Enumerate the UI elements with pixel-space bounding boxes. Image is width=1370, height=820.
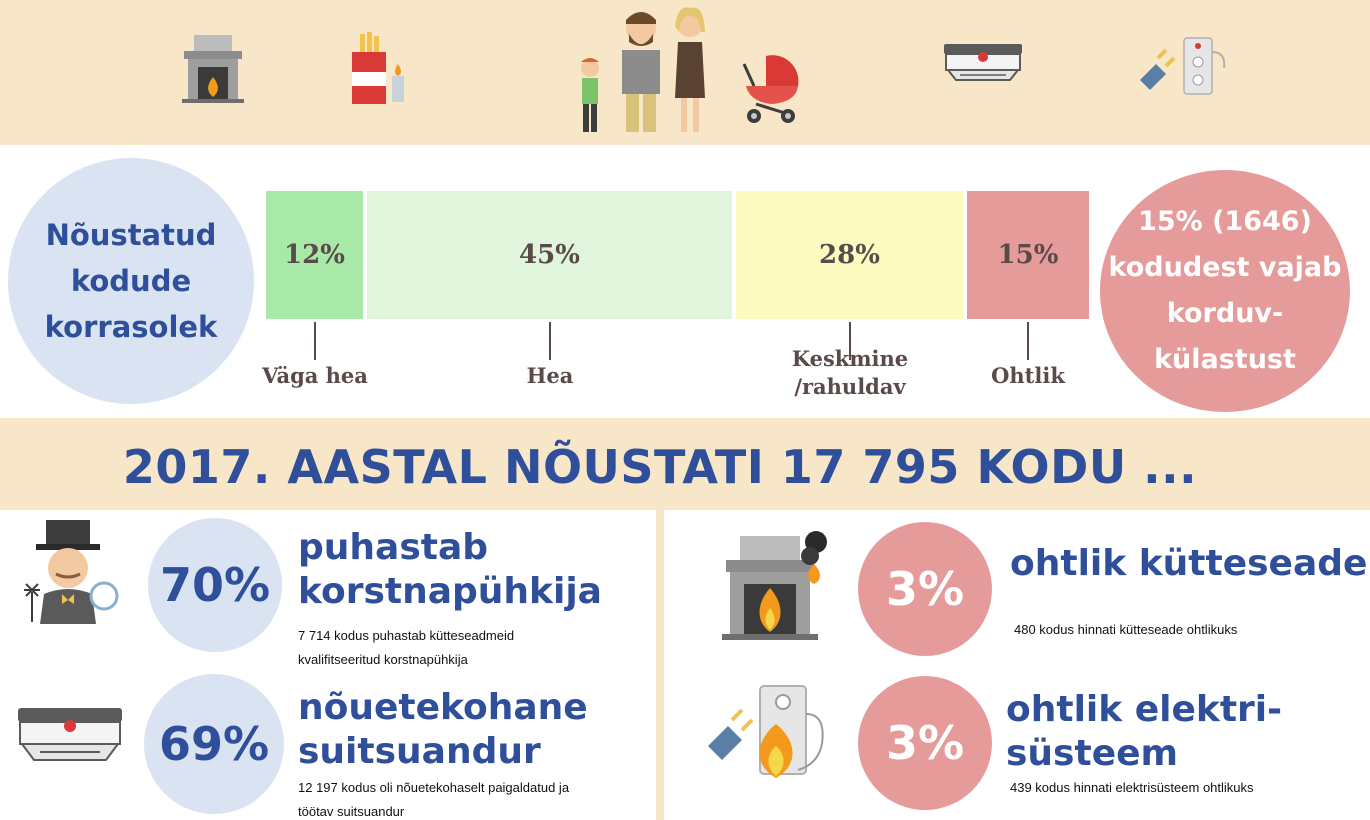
stat-title: ohtlik elektri- süsteem (1006, 688, 1282, 776)
cigarettes-lighter-icon (352, 32, 404, 104)
revisit-needed-circle: 15% (1646) kodudest vajab korduv- külast… (1100, 170, 1350, 412)
stat-title: nõuetekohane suitsuandur (298, 686, 588, 774)
left-circle-line: korrasolek (44, 310, 218, 344)
right-circle-line: korduv- (1166, 298, 1284, 329)
stat-description: 439 kodus hinnati elektrisüsteem ohtliku… (1010, 776, 1254, 800)
bar-segment: 45% (367, 191, 732, 319)
left-circle-line: kodude (70, 264, 192, 298)
stat-description: 12 197 kodus oli nõuetekohaselt paigalda… (298, 776, 569, 820)
category-label: Hea (470, 362, 630, 390)
column-divider (656, 510, 664, 820)
right-circle-line: 15% (1646) (1138, 206, 1312, 237)
stat-description-line: kvalifitseeritud korstnapühkija (298, 652, 468, 667)
category-label-line: /rahuldav (794, 374, 906, 399)
advised-homes-condition-circle: Nõustatud kodude korrasolek (8, 158, 254, 404)
stat-description: 7 714 kodus puhastab kütteseadmeid kvali… (298, 624, 514, 672)
category-label: Keskmine/rahuldav (770, 345, 930, 401)
stat-description-line: 7 714 kodus puhastab kütteseadmeid (298, 628, 515, 643)
category-label-line: Keskmine (791, 346, 909, 371)
stat-title-line: süsteem (1006, 733, 1179, 774)
right-circle-line: külastust (1154, 344, 1296, 375)
category-label: Väga hea (235, 362, 395, 390)
stat-description: 480 kodus hinnati kütteseade ohtlikuks (1014, 618, 1237, 642)
headline: 2017. AASTAL NÕUSTATI 17 795 KODU ... (122, 440, 1198, 494)
stat-title-line: suitsuandur (298, 731, 541, 772)
stat-description-line: 12 197 kodus oli nõuetekohaselt paigalda… (298, 780, 570, 795)
stat-circle: 70% (148, 518, 282, 652)
left-circle-line: Nõustatud (45, 218, 217, 252)
bar-segment: 12% (266, 191, 363, 319)
family-icon (581, 7, 705, 132)
category-label-line: Hea (526, 363, 574, 388)
stat-title: ohtlik kütteseade (1010, 542, 1367, 586)
category-label: Ohtlik (948, 362, 1108, 390)
burning-fireplace-icon (722, 531, 827, 640)
right-circle-line: kodudest vajab (1108, 252, 1342, 283)
stat-title-line: nõuetekohane (298, 687, 588, 728)
category-tick (1027, 322, 1029, 360)
category-tick (549, 322, 551, 360)
stroller-icon (742, 55, 799, 123)
plug-socket-icon (1140, 37, 1226, 95)
stat-description-line: töötav suitsuandur (298, 804, 405, 819)
stat-circle: 3% (858, 676, 992, 810)
bar-segment: 28% (736, 191, 963, 319)
smoke-detector-icon (944, 44, 1022, 81)
category-tick (849, 322, 851, 360)
stat-title-line: korstnapühkija (298, 571, 602, 612)
smoke-detector-icon (18, 708, 122, 761)
chimney-sweep-icon (24, 520, 119, 624)
stat-title: puhastab korstnapühkija (298, 526, 602, 614)
stat-description-line: 439 kodus hinnati elektrisüsteem ohtliku… (1010, 780, 1254, 795)
stat-description-line: 480 kodus hinnati kütteseade ohtlikuks (1014, 622, 1238, 637)
burning-socket-icon (708, 685, 824, 778)
stat-circle: 69% (144, 674, 284, 814)
category-tick (314, 322, 316, 360)
stat-title-line: ohtlik elektri- (1006, 689, 1283, 730)
headline-band (0, 418, 1370, 510)
category-label-line: Ohtlik (991, 363, 1065, 388)
bar-segment: 15% (967, 191, 1089, 319)
stat-title-line: puhastab (298, 527, 489, 568)
fireplace-icon (182, 35, 244, 103)
stat-circle: 3% (858, 522, 992, 656)
category-label-line: Väga hea (262, 363, 368, 388)
stat-title-line: ohtlik kütteseade (1010, 543, 1368, 584)
